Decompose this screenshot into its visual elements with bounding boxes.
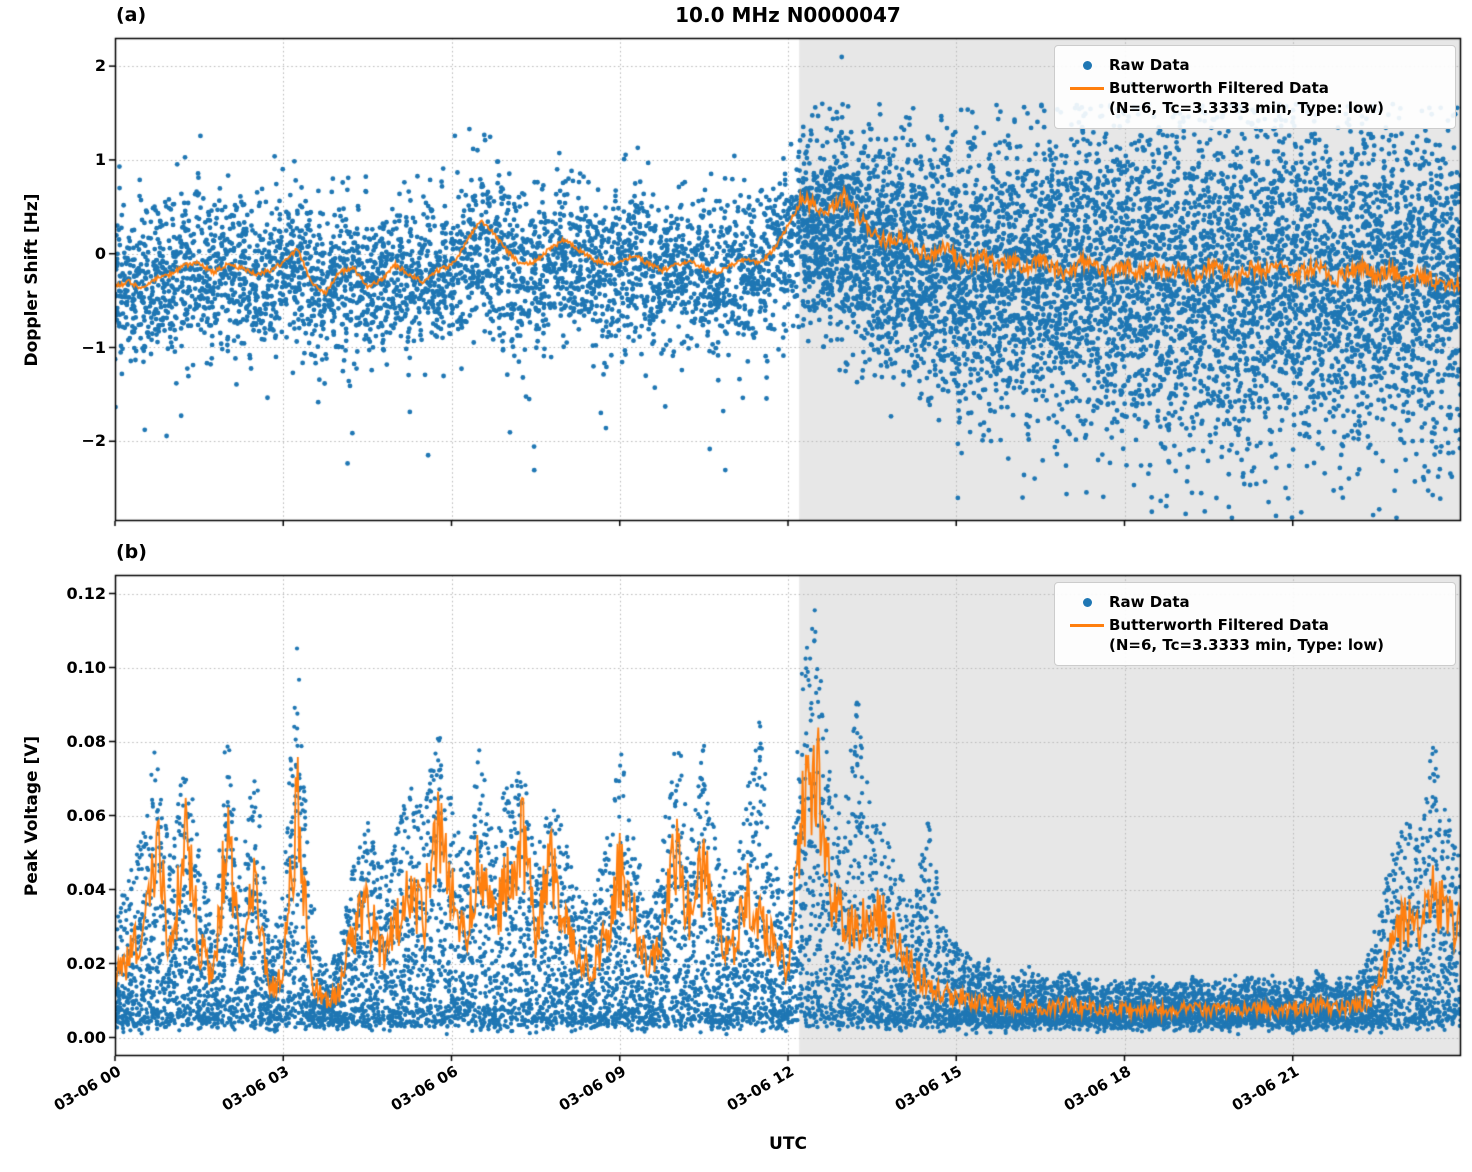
panel-b-label: (b) <box>116 541 147 563</box>
legend-a: Raw Data Butterworth Filtered Data (N=6,… <box>1054 45 1456 129</box>
raw-data-marker-icon <box>1065 55 1109 76</box>
raw-data-marker-icon <box>1065 592 1109 613</box>
y-axis-label-b: Peak Voltage [V] <box>22 735 42 897</box>
legend-b-filtered-label-line1: Butterworth Filtered Data <box>1109 616 1329 634</box>
y-tick-b-012: 0.12 <box>66 584 106 603</box>
legend-a-raw-row: Raw Data <box>1065 55 1445 76</box>
legend-a-filtered-label-line2: (N=6, Tc=3.3333 min, Type: low) <box>1109 99 1385 118</box>
y-tick-b-006: 0.06 <box>66 806 106 825</box>
y-tick-a-m2: −2 <box>81 431 106 450</box>
legend-b-filtered-label-line2: (N=6, Tc=3.3333 min, Type: low) <box>1109 636 1385 655</box>
x-axis-label: UTC <box>769 1134 807 1154</box>
y-tick-b-010: 0.10 <box>66 658 106 677</box>
y-tick-b-002: 0.02 <box>66 954 106 973</box>
y-tick-b-000: 0.00 <box>66 1028 106 1047</box>
legend-b-raw-label: Raw Data <box>1109 593 1190 611</box>
chart-title: 10.0 MHz N0000047 <box>675 3 901 27</box>
legend-a-raw-label: Raw Data <box>1109 56 1190 74</box>
y-tick-a-1: 1 <box>94 150 106 169</box>
filtered-line-marker-icon <box>1065 78 1109 99</box>
y-tick-b-008: 0.08 <box>66 732 106 751</box>
panel-a-label: (a) <box>116 4 147 26</box>
y-axis-label-a: Doppler Shift [Hz] <box>22 193 42 367</box>
y-tick-a-m1: −1 <box>81 338 106 357</box>
y-tick-b-004: 0.04 <box>66 880 106 899</box>
legend-b-raw-row: Raw Data <box>1065 592 1445 613</box>
legend-b-filtered-row: Butterworth Filtered Data (N=6, Tc=3.333… <box>1065 615 1445 656</box>
legend-b-filtered-label: Butterworth Filtered Data (N=6, Tc=3.333… <box>1109 615 1384 656</box>
legend-a-filtered-row: Butterworth Filtered Data (N=6, Tc=3.333… <box>1065 78 1445 119</box>
legend-a-filtered-label: Butterworth Filtered Data (N=6, Tc=3.333… <box>1109 78 1384 119</box>
y-tick-a-2: 2 <box>94 56 106 75</box>
legend-a-filtered-label-line1: Butterworth Filtered Data <box>1109 79 1329 97</box>
filtered-line-marker-icon <box>1065 615 1109 636</box>
legend-b: Raw Data Butterworth Filtered Data (N=6,… <box>1054 582 1456 666</box>
y-tick-a-0: 0 <box>94 244 106 263</box>
